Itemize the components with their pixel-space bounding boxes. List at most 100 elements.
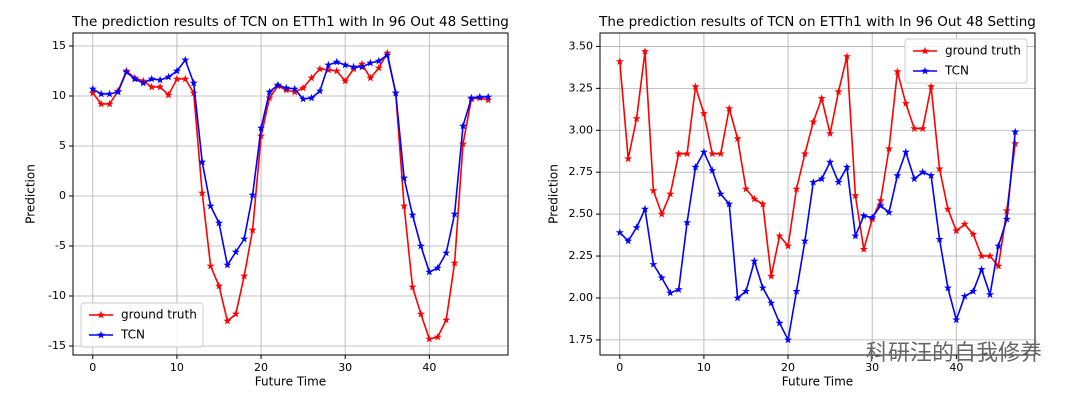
marker: [691, 163, 700, 171]
marker: [733, 134, 742, 143]
marker: [442, 248, 451, 257]
marker: [484, 92, 493, 101]
marker: [88, 88, 97, 97]
marker: [223, 260, 232, 269]
marker: [114, 87, 122, 96]
marker: [834, 178, 843, 186]
marker: [683, 149, 692, 158]
x-axis-label: Future Time: [255, 375, 326, 389]
marker: [290, 84, 299, 93]
marker: [927, 171, 936, 179]
y-tick-label: 2.50: [569, 207, 594, 220]
marker: [433, 263, 442, 272]
legend-marker: [921, 46, 929, 55]
marker: [851, 191, 860, 200]
y-tick-label: 3.25: [569, 81, 594, 94]
x-tick-label: 30: [338, 361, 352, 374]
marker: [442, 315, 451, 324]
marker: [400, 173, 409, 182]
marker: [332, 57, 341, 66]
marker: [615, 57, 624, 65]
marker: [459, 139, 467, 148]
marker: [374, 63, 383, 72]
y-tick-label: 2.25: [569, 249, 594, 262]
marker: [189, 78, 198, 87]
marker: [366, 58, 375, 67]
marker: [927, 82, 936, 91]
marker: [910, 174, 919, 183]
marker: [358, 62, 366, 71]
legend-label: TCN: [944, 64, 969, 78]
marker: [742, 184, 750, 193]
marker: [859, 245, 868, 253]
marker: [459, 121, 467, 130]
marker: [918, 124, 927, 132]
marker: [450, 258, 459, 267]
y-tick-label: 1.75: [569, 333, 594, 346]
marker: [851, 231, 860, 240]
marker: [231, 309, 240, 318]
marker: [147, 82, 156, 91]
marker: [742, 287, 750, 295]
watermark: 科研汪的自我修养: [866, 341, 1042, 366]
y-tick-label: 2.00: [569, 291, 594, 304]
marker: [725, 104, 734, 112]
marker: [257, 131, 265, 140]
marker: [960, 292, 969, 300]
marker: [683, 218, 692, 226]
y-axis-label: Prediction: [547, 164, 561, 224]
marker: [994, 261, 1003, 270]
y-tick-label: 10: [52, 89, 66, 102]
y-tick-label: -5: [55, 239, 66, 252]
marker: [425, 267, 434, 276]
marker: [172, 66, 181, 75]
marker: [400, 201, 409, 210]
marker: [467, 93, 476, 102]
marker: [641, 204, 649, 213]
marker: [97, 89, 106, 98]
marker: [181, 55, 190, 64]
marker: [809, 117, 818, 126]
marker: [809, 178, 818, 186]
y-axis-label: Prediction: [24, 164, 38, 224]
marker: [332, 66, 341, 75]
marker: [716, 189, 725, 198]
legend-label: TCN: [120, 328, 145, 342]
chart-title: The prediction results of TCN on ETTh1 w…: [598, 14, 1036, 30]
marker: [758, 199, 767, 208]
legend-marker: [97, 330, 105, 339]
marker: [935, 164, 944, 173]
marker: [952, 226, 961, 235]
marker: [231, 247, 240, 256]
marker: [826, 129, 835, 137]
marker: [775, 318, 784, 327]
marker: [876, 196, 885, 205]
marker: [817, 174, 826, 183]
marker: [758, 283, 767, 292]
y-tick-label: 3.00: [569, 123, 594, 136]
marker: [876, 201, 885, 210]
marker: [416, 241, 425, 250]
y-tick-label: 3.50: [569, 39, 594, 52]
marker: [893, 67, 902, 75]
marker: [868, 213, 877, 221]
marker: [624, 154, 633, 163]
marker: [1011, 139, 1020, 148]
marker: [624, 236, 633, 245]
marker: [901, 147, 910, 156]
marker: [156, 82, 165, 91]
marker: [943, 283, 952, 292]
marker: [324, 60, 333, 69]
marker: [615, 228, 624, 236]
marker: [273, 80, 282, 89]
marker: [969, 287, 978, 295]
marker: [1011, 127, 1020, 136]
marker: [691, 82, 700, 91]
x-tick-label: 20: [254, 361, 268, 374]
marker: [649, 260, 658, 268]
marker: [240, 271, 249, 280]
marker: [316, 64, 324, 73]
marker: [674, 149, 683, 158]
